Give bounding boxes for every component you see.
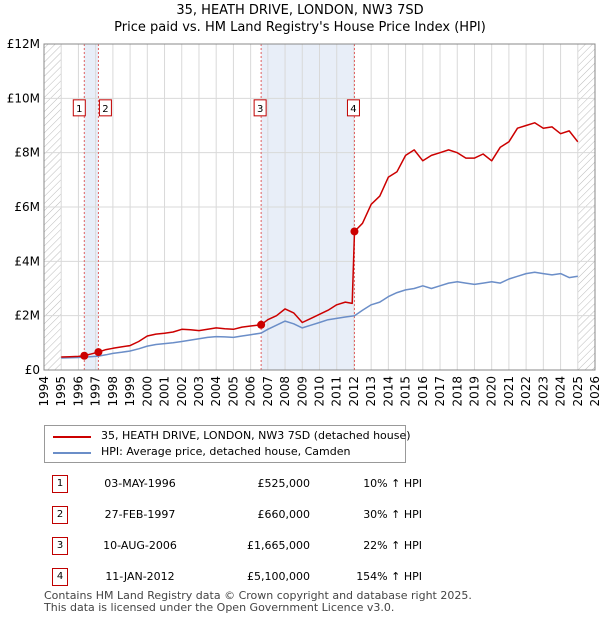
- legend-label-property: 35, HEATH DRIVE, LONDON, NW3 7SD (detach…: [101, 429, 411, 442]
- x-tick-label: 2001: [158, 376, 172, 407]
- transaction-date: 10-AUG-2006: [103, 539, 177, 552]
- x-tick-label: 2014: [381, 376, 395, 407]
- transaction-number: 3: [52, 536, 68, 555]
- sale-point: [257, 320, 266, 329]
- x-tick-label: 1996: [71, 376, 85, 407]
- x-tick-label: 2026: [588, 376, 600, 407]
- x-tick-label: 1994: [37, 376, 51, 407]
- transaction-price: £525,000: [257, 477, 311, 490]
- y-tick-label: £6M: [14, 200, 40, 214]
- x-tick-label: 2005: [226, 376, 240, 407]
- table-row: 4 11-JAN-2012 £5,100,000 154% ↑ HPI: [40, 561, 422, 592]
- x-tick-label: 2022: [519, 376, 533, 407]
- y-tick-label: £12M: [7, 37, 40, 51]
- x-tick-label: 2009: [295, 376, 309, 407]
- sale-marker-label: 3: [257, 104, 263, 115]
- footer-licence: This data is licensed under the Open Gov…: [44, 601, 395, 614]
- y-tick-label: £8M: [14, 146, 40, 160]
- legend-label-hpi: HPI: Average price, detached house, Camd…: [101, 445, 351, 458]
- transactions-table: 1 03-MAY-1996 £525,000 10% ↑ HPI 2 27-FE…: [40, 468, 422, 592]
- x-tick-label: 2008: [278, 376, 292, 407]
- sale-marker-label: 4: [350, 104, 356, 115]
- plot-frame: [43, 43, 596, 371]
- y-tick-label: £10M: [7, 91, 40, 105]
- transaction-date: 11-JAN-2012: [105, 570, 175, 583]
- legend-swatch-property: [53, 436, 91, 438]
- transaction-number: 2: [52, 505, 68, 524]
- x-tick-label: 2021: [502, 376, 516, 407]
- transaction-price: £1,665,000: [247, 539, 310, 552]
- transaction-hpi: 22% ↑ HPI: [363, 539, 422, 552]
- footer-copyright: Contains HM Land Registry data © Crown c…: [44, 589, 472, 602]
- x-tick-label: 2015: [399, 376, 413, 407]
- x-tick-label: 2012: [347, 376, 361, 407]
- chart-subtitle: Price paid vs. HM Land Registry's House …: [114, 20, 486, 35]
- transaction-date: 27-FEB-1997: [104, 508, 176, 521]
- sale-marker-label: 2: [102, 104, 108, 115]
- footer: Contains HM Land Registry data © Crown c…: [44, 590, 472, 614]
- sale-point: [350, 227, 359, 236]
- transaction-hpi: 154% ↑ HPI: [356, 570, 422, 583]
- x-tick-label: 1998: [106, 376, 120, 407]
- x-tick-label: 2010: [313, 376, 327, 407]
- legend-swatch-hpi: [53, 452, 91, 454]
- transaction-price: £660,000: [257, 508, 311, 521]
- x-tick-label: 1997: [89, 376, 103, 407]
- x-tick-label: 2023: [536, 376, 550, 407]
- x-tick-label: 2020: [485, 376, 499, 407]
- x-tick-label: 2019: [467, 376, 481, 407]
- x-tick-label: 2006: [244, 376, 258, 407]
- transaction-hpi: 10% ↑ HPI: [363, 477, 422, 490]
- transaction-number: 4: [52, 567, 68, 586]
- hpi-line: [61, 271, 578, 359]
- x-tick-label: 2017: [433, 376, 447, 407]
- sale-marker-box: [72, 99, 86, 117]
- y-tick-label: £2M: [14, 309, 40, 323]
- x-tick-label: 2024: [554, 376, 568, 407]
- table-row: 3 10-AUG-2006 £1,665,000 22% ↑ HPI: [40, 530, 422, 561]
- x-tick-label: 2004: [209, 376, 223, 407]
- x-tick-label: 2002: [175, 376, 189, 407]
- chart-title: 35, HEATH DRIVE, LONDON, NW3 7SD: [176, 3, 424, 18]
- transaction-price: £5,100,000: [247, 570, 310, 583]
- sale-marker-label: 1: [76, 104, 82, 115]
- x-tick-label: 1999: [123, 376, 137, 407]
- transaction-hpi: 30% ↑ HPI: [363, 508, 422, 521]
- x-tick-label: 2018: [450, 376, 464, 407]
- x-tick-label: 1995: [54, 376, 68, 407]
- transaction-number: 1: [52, 474, 68, 493]
- transaction-date: 03-MAY-1996: [104, 477, 176, 490]
- y-tick-label: £0: [25, 363, 40, 377]
- sale-point: [80, 351, 89, 360]
- x-tick-label: 2016: [416, 376, 430, 407]
- table-row: 1 03-MAY-1996 £525,000 10% ↑ HPI: [40, 468, 422, 499]
- legend: 35, HEATH DRIVE, LONDON, NW3 7SD (detach…: [44, 425, 411, 463]
- sale-marker-box: [346, 99, 360, 117]
- sale-marker-box: [98, 99, 112, 117]
- x-tick-label: 2025: [571, 376, 585, 407]
- x-tick-label: 2013: [364, 376, 378, 407]
- x-tick-label: 2003: [192, 376, 206, 407]
- y-tick-label: £4M: [14, 254, 40, 268]
- x-tick-label: 2011: [330, 376, 344, 407]
- x-tick-label: 2000: [140, 376, 154, 407]
- sale-point: [94, 348, 103, 357]
- property-price-line: [61, 122, 579, 358]
- sale-marker-box: [253, 99, 267, 117]
- x-tick-label: 2007: [261, 376, 275, 407]
- table-row: 2 27-FEB-1997 £660,000 30% ↑ HPI: [40, 499, 422, 530]
